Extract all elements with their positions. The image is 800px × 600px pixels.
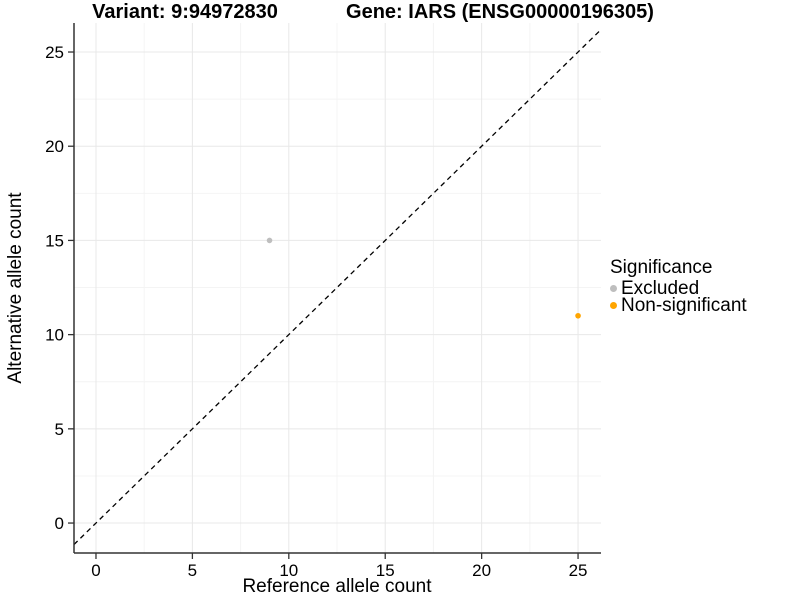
non-significant-dot-icon: [610, 302, 617, 309]
legend-label-excluded: Excluded: [621, 277, 700, 299]
plot-title-variant: Variant: 9:94972830: [92, 1, 278, 23]
legend-title: Significance: [610, 257, 713, 278]
identity-line: [73, 29, 602, 545]
x-axis-title: Reference allele count: [242, 576, 432, 597]
legend-item-non-significant: Non-significant: [610, 294, 747, 316]
y-tick-label: 5: [55, 420, 64, 439]
x-tick-label: 0: [91, 561, 100, 580]
y-tick-label: 25: [45, 43, 64, 62]
x-tick-label: 5: [188, 561, 197, 580]
data-point-1: [575, 312, 581, 319]
legend-item-excluded: Excluded: [610, 277, 747, 299]
x-tick-label: 10: [279, 561, 298, 580]
y-tick-label: 10: [45, 326, 64, 345]
x-tick-label: 20: [472, 561, 491, 580]
legend: Significance Excluded Non-significant: [610, 257, 747, 316]
x-tick-label: 25: [569, 561, 588, 580]
y-axis-title: Alternative allele count: [5, 192, 26, 384]
y-tick-label: 15: [45, 231, 64, 250]
excluded-dot-icon: [610, 285, 617, 292]
plot-title-gene: Gene: IARS (ENSG00000196305): [346, 1, 654, 23]
x-tick-label: 15: [376, 561, 395, 580]
data-point-0: [266, 237, 273, 244]
legend-label-non-significant: Non-significant: [621, 294, 747, 316]
y-tick-label: 20: [45, 137, 64, 156]
y-tick-label: 0: [55, 514, 64, 533]
